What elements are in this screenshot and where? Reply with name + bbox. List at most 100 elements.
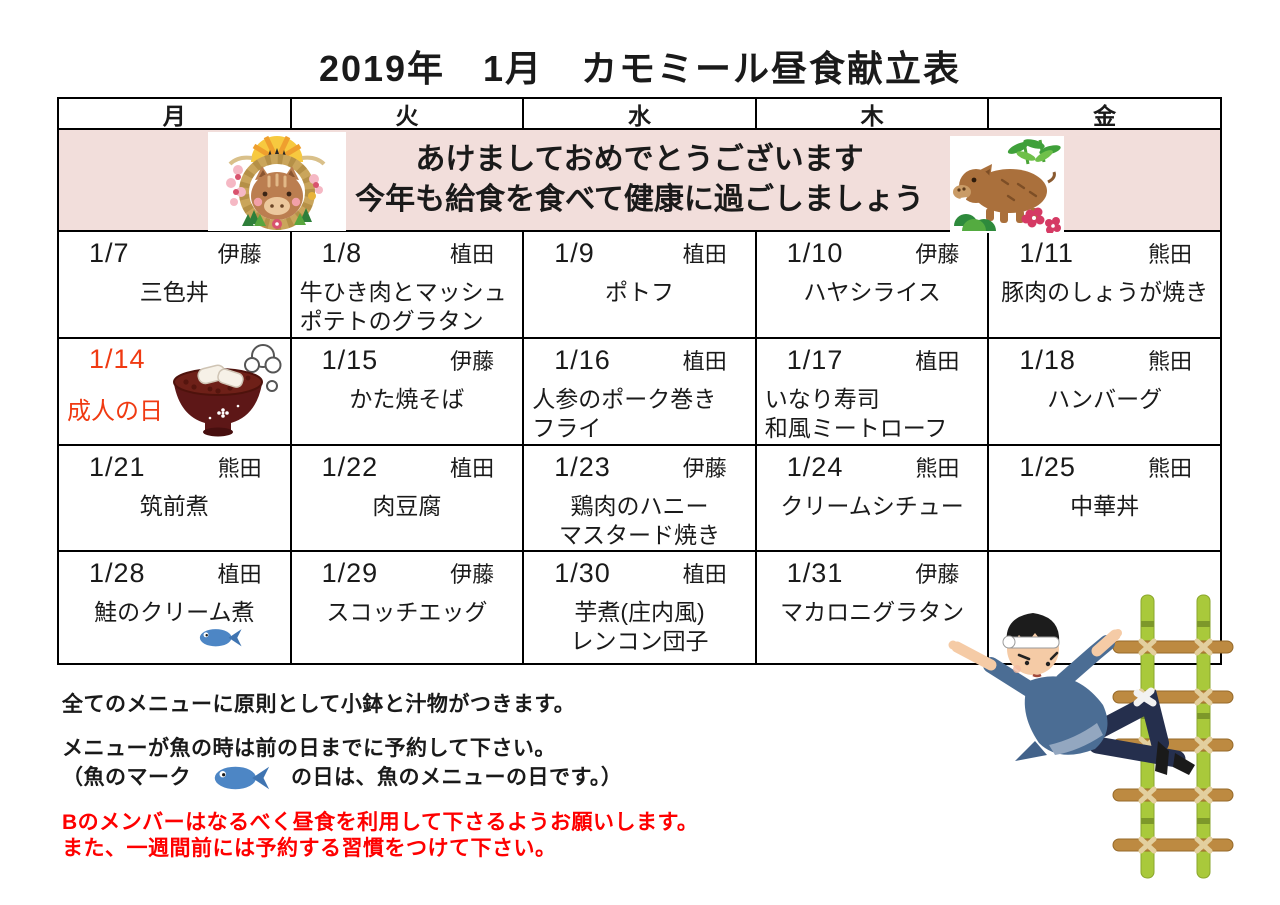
week-row: 1/21 熊田 筑前煮 1/22 植田 肉豆腐 1/23 伊藤 鶏肉のハニー マスタード焼き 1/2… (59, 444, 1220, 550)
note-side-dishes: 全てのメニューに原則として小鉢と汁物がつきます。 (62, 693, 576, 716)
date-label: 1/29 (321, 558, 379, 588)
date-label: 1/23 (554, 452, 611, 482)
staff-label: 熊田 (1147, 456, 1192, 481)
day-cell: 1/25 熊田 中華丼 (987, 446, 1220, 550)
day-cell: 1/17 植田いなり寿司 和風ミートローフ (754, 339, 988, 444)
staff-label: 熊田 (217, 456, 262, 481)
day-cell: 1/31 伊藤マカロニグラタン (754, 552, 988, 663)
staff-label: 熊田 (1147, 242, 1192, 267)
menu-item: いなり寿司 和風ミートローフ (764, 386, 948, 441)
staff-label: 熊田 (915, 456, 960, 481)
staff-label: 植田 (450, 242, 495, 267)
day-cell: 1/29 伊藤スコッチエッグ (289, 552, 523, 663)
menu-item: 豚肉のしょうが焼き (1001, 279, 1209, 305)
menu-item: 芋煮(庄内風) レンコン団子 (570, 599, 709, 654)
menu-item: 筑前煮 (139, 493, 209, 519)
menu-item: スコッチエッグ (326, 599, 488, 625)
date-label: 1/9 (554, 238, 595, 268)
weekday-header-thu: 木 (754, 99, 988, 129)
empty-day-cell (987, 552, 1220, 663)
date-row: 1/14 (59, 344, 290, 375)
date-row: 1/28 植田 (59, 557, 290, 589)
note-fish-reservation: メニューが魚の時は前の日までに予約して下さい。 （魚のマーク の日は、魚のメニュ… (62, 735, 622, 792)
date-label: 1/24 (786, 452, 844, 482)
date-row: 1/30 植田 (524, 557, 755, 589)
menu-item: かた焼そば (349, 386, 465, 412)
note-warning-red: Bのメンバーはなるべく昼食を利用して下さるようお願いします。 また、一週間前には… (62, 810, 698, 862)
day-cell: 1/28 植田鮭のクリーム煮 (59, 552, 290, 663)
staff-label: 植田 (915, 349, 960, 374)
date-label: 1/10 (786, 238, 844, 268)
holiday-label: 成人の日 (67, 398, 163, 425)
fish-icon (199, 629, 242, 647)
day-cell: 1/30 植田芋煮(庄内風) レンコン団子 (522, 552, 755, 663)
menu-item: ポトフ (604, 279, 674, 305)
fish-icon (214, 766, 270, 790)
date-label: 1/15 (321, 345, 379, 375)
menu-item: 鮭のクリーム煮 (94, 599, 255, 625)
staff-label: 植田 (682, 349, 727, 374)
weekday-header-wed: 水 (522, 99, 755, 129)
weekday-header-tue: 火 (289, 99, 523, 129)
date-label: 1/28 (89, 558, 146, 588)
boar-bamboo-illustration (950, 136, 1064, 233)
date-row: 1/23 伊藤 (524, 451, 755, 483)
staff-label: 伊藤 (682, 456, 727, 481)
day-cell: 1/22 植田 肉豆腐 (289, 446, 523, 550)
date-row: 1/21 熊田 (59, 451, 290, 483)
date-row: 1/11 熊田 (989, 237, 1220, 269)
date-label: 1/25 (1019, 452, 1076, 482)
firefighter-ladder-illustration (948, 594, 1234, 879)
date-label: 1/8 (321, 238, 363, 268)
date-row: 1/9 植田 (524, 237, 755, 269)
menu-item: 鶏肉のハニー マスタード焼き (558, 493, 720, 548)
day-cell: 1/23 伊藤鶏肉のハニー マスタード焼き (522, 446, 755, 550)
day-cell: 1/10 伊藤ハヤシライス (754, 232, 988, 337)
day-cell: 1/7 伊藤 三色丼 (59, 232, 290, 337)
day-cell: 1/11 熊田豚肉のしょうが焼き (987, 232, 1220, 337)
date-row: 1/31 伊藤 (757, 557, 988, 589)
date-label: 1/22 (321, 452, 379, 482)
staff-label: 伊藤 (915, 242, 960, 267)
weekday-header-row: 月 火 水 木 金 (59, 99, 1220, 129)
date-row: 1/10 伊藤 (757, 237, 988, 269)
weekday-header-mon: 月 (162, 102, 186, 129)
day-cell: 1/15 伊藤かた焼そば (289, 339, 523, 444)
date-row: 1/17 植田 (757, 344, 988, 376)
day-cell: 1/24 熊田 クリームシチュー (754, 446, 988, 550)
menu-item: ハヤシライス (803, 279, 941, 305)
greeting-line-2: 今年も給食を食べて健康に過ごしましょう (355, 183, 924, 216)
staff-label: 伊藤 (450, 562, 495, 587)
menu-item: マカロニグラタン (780, 599, 965, 625)
day-cell: 1/14 成人の日 (59, 339, 290, 444)
date-row: 1/24 熊田 (757, 451, 988, 483)
date-label: 1/18 (1019, 345, 1076, 375)
staff-label: 熊田 (1147, 349, 1192, 374)
menu-item: 人参のポーク巻き フライ (532, 386, 717, 441)
day-cell: 1/21 熊田 筑前煮 (59, 446, 290, 550)
greeting-line-1: あけましておめでとうございます (415, 143, 864, 176)
fish-note-line-1: メニューが魚の時は前の日までに予約して下さい。 (62, 737, 556, 760)
staff-label: 植田 (682, 242, 727, 267)
date-row: 1/25 熊田 (989, 451, 1220, 483)
fish-note-line-2: （魚のマーク の日は、魚のメニューの日です。） (62, 762, 622, 792)
date-row: 1/7 伊藤 (59, 237, 290, 269)
menu-item: ハンバーグ (1047, 386, 1163, 412)
date-label: 1/11 (1019, 238, 1074, 268)
date-row: 1/15 伊藤 (292, 344, 523, 376)
staff-label: 伊藤 (450, 349, 495, 374)
staff-label: 植田 (682, 562, 727, 587)
day-cell: 1/9 植田 ポトフ (522, 232, 755, 337)
calendar-weeks: 1/7 伊藤 三色丼 1/8 植田 牛ひき肉とマッシュ ポテトのグラタン 1/9 植田 ポトフ 1/… (59, 230, 1220, 663)
day-cell: 1/8 植田牛ひき肉とマッシュ ポテトのグラタン (289, 232, 523, 337)
week-row: 1/14 成人の日 1/15 伊藤かた焼そば 1/16 植田人参のポーク巻き フライ 1/17… (59, 337, 1220, 444)
staff-label: 植田 (450, 456, 495, 481)
menu-item: 牛ひき肉とマッシュ ポテトのグラタン (299, 279, 507, 334)
date-label: 1/17 (786, 345, 844, 375)
date-label: 1/31 (786, 558, 844, 588)
date-label: 1/16 (554, 345, 611, 375)
weekday-header-fri: 金 (987, 99, 1220, 129)
date-label: 1/21 (89, 452, 146, 482)
warning-line-2: また、一週間前には予約する習慣をつけて下さい。 (62, 837, 557, 860)
week-row: 1/28 植田 鮭のクリーム煮 1/29 伊藤 スコッチエッグ 1/30 植田 芋煮(庄内風)… (59, 550, 1220, 663)
